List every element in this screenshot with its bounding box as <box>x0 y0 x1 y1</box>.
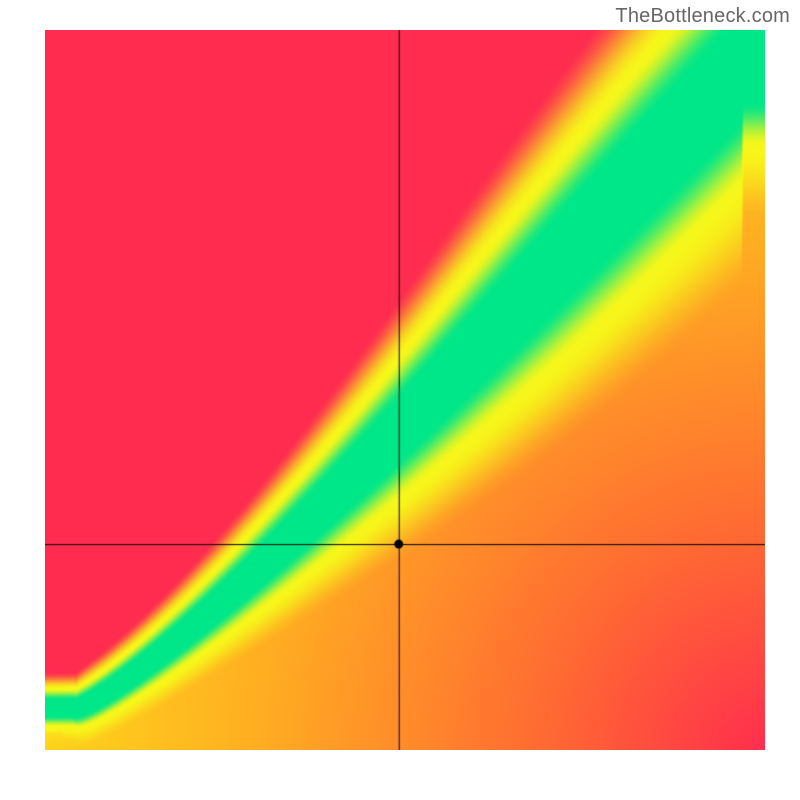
bottleneck-heatmap <box>45 30 765 750</box>
chart-container: TheBottleneck.com <box>0 0 800 800</box>
watermark-text: TheBottleneck.com <box>615 5 790 28</box>
